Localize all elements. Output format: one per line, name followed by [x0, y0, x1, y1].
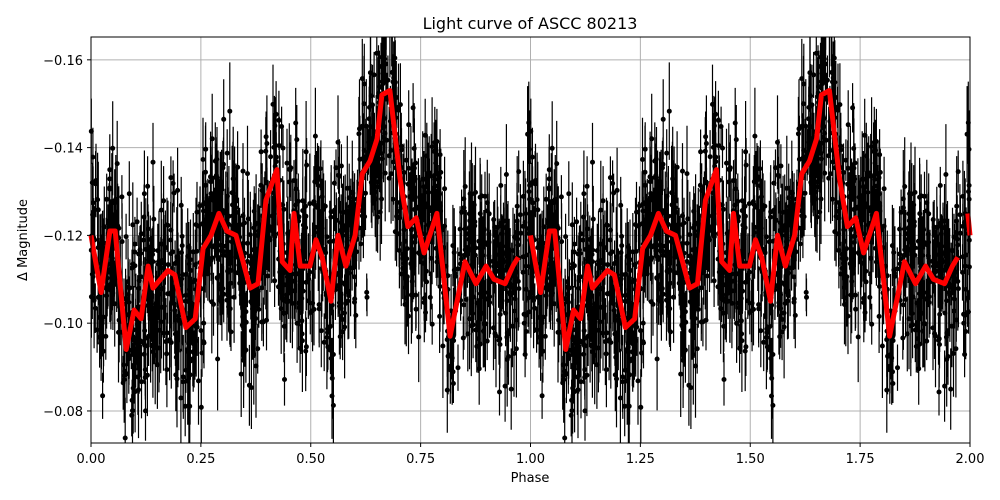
x-tick-label: 0.25: [186, 452, 215, 467]
x-tick-label: 1.50: [736, 452, 765, 467]
y-axis-label: Δ Magnitude: [16, 199, 31, 281]
x-tick-label: 2.00: [956, 452, 985, 467]
y-tick-label: −0.08: [43, 405, 83, 420]
x-tick-label: 1.75: [846, 452, 875, 467]
x-tick-label: 0.00: [77, 452, 106, 467]
x-axis-label: Phase: [511, 471, 550, 486]
x-tick-label: 1.00: [516, 452, 545, 467]
x-tick-label: 0.75: [406, 452, 435, 467]
y-tick-label: −0.10: [43, 317, 83, 332]
y-tick-label: −0.12: [43, 229, 83, 244]
y-tick-label: −0.14: [43, 142, 83, 157]
x-tick-label: 0.50: [296, 452, 325, 467]
x-tick-label: 1.25: [626, 452, 655, 467]
y-tick-label: −0.16: [43, 54, 83, 69]
chart-title: Light curve of ASCC 80213: [423, 14, 638, 33]
y-axis-ticks: −0.16 −0.14 −0.12 −0.10 −0.08: [43, 54, 91, 420]
x-axis-ticks: 0.00 0.25 0.50 0.75 1.00 1.25 1.50 1.75 2.00: [77, 443, 985, 467]
